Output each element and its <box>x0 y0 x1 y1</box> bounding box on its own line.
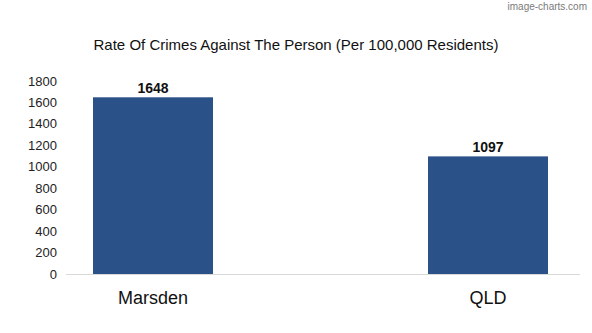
x-tick-label: Marsden <box>118 288 188 308</box>
bars <box>93 97 548 274</box>
data-label: 1097 <box>472 139 503 155</box>
chart-svg: image-charts.com Rate Of Crimes Against T… <box>0 0 592 333</box>
y-tick-label: 200 <box>35 245 57 260</box>
tick-mark <box>62 123 66 124</box>
tick-mark <box>62 188 66 189</box>
y-tick-label: 0 <box>50 267 57 282</box>
y-tick-label: 1600 <box>28 95 57 110</box>
y-tick-label: 1000 <box>28 159 57 174</box>
x-tick-label: QLD <box>469 288 506 308</box>
tick-mark <box>62 145 66 146</box>
x-axis-line <box>66 274 580 275</box>
tick-mark <box>62 81 66 82</box>
tick-mark <box>62 274 66 275</box>
y-tick-label: 1800 <box>28 74 57 89</box>
tick-mark <box>62 102 66 103</box>
data-label: 1648 <box>137 80 168 96</box>
y-tick-label: 1200 <box>28 138 57 153</box>
tick-mark <box>62 166 66 167</box>
chart-container: image-charts.com Rate Of Crimes Against T… <box>0 0 592 333</box>
title: Rate Of Crimes Against The Person (Per 1… <box>94 36 499 53</box>
y-tick-label: 1400 <box>28 116 57 131</box>
bar <box>428 156 548 274</box>
tick-mark <box>62 209 66 210</box>
tick-mark <box>62 231 66 232</box>
bar <box>93 97 213 274</box>
watermark: image-charts.com <box>508 1 587 12</box>
tick-mark <box>62 252 66 253</box>
y-tick-label: 800 <box>35 181 57 196</box>
y-tick-label: 400 <box>35 224 57 239</box>
y-tick-label: 600 <box>35 202 57 217</box>
